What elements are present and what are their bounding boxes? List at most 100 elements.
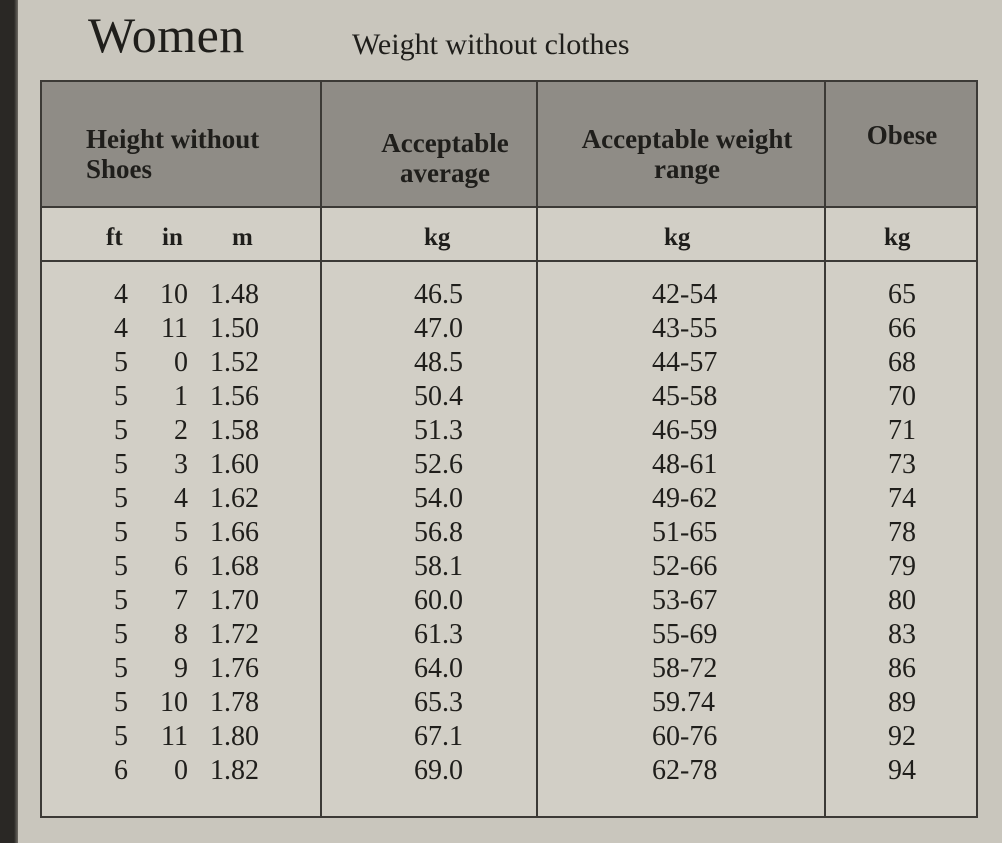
height-in-cell: 8 — [174, 619, 188, 650]
table-row: 5 3 1.60 52.6 48-61 73 — [42, 448, 976, 482]
height-m-cell: 1.50 — [210, 313, 259, 344]
acceptable-average-cell: 65.3 — [414, 687, 463, 718]
height-m-cell: 1.62 — [210, 483, 259, 514]
table-row: 4 11 1.50 47.0 43-55 66 — [42, 312, 976, 346]
unit-m: m — [232, 224, 253, 251]
height-ft-cell: 5 — [114, 517, 128, 548]
height-ft-cell: 4 — [114, 313, 128, 344]
height-m-cell: 1.70 — [210, 585, 259, 616]
height-in-cell: 6 — [174, 551, 188, 582]
unit-band — [42, 208, 976, 262]
acceptable-average-cell: 50.4 — [414, 381, 463, 412]
acceptable-average-cell: 56.8 — [414, 517, 463, 548]
table-row: 5 0 1.52 48.5 44-57 68 — [42, 346, 976, 380]
acceptable-range-cell: 48-61 — [652, 449, 718, 480]
obese-cell: 83 — [888, 619, 916, 650]
height-ft-cell: 4 — [114, 279, 128, 310]
acceptable-range-cell: 45-58 — [652, 381, 718, 412]
table-row: 5 2 1.58 51.3 46-59 71 — [42, 414, 976, 448]
height-m-cell: 1.78 — [210, 687, 259, 718]
height-in-cell: 3 — [174, 449, 188, 480]
page-title: Women — [88, 7, 245, 63]
height-in-cell: 4 — [174, 483, 188, 514]
acceptable-range-cell: 58-72 — [652, 653, 718, 684]
height-in-cell: 2 — [174, 415, 188, 446]
obese-cell: 66 — [888, 313, 916, 344]
height-m-cell: 1.52 — [210, 347, 259, 378]
acceptable-average-cell: 47.0 — [414, 313, 463, 344]
height-m-cell: 1.76 — [210, 653, 259, 684]
acceptable-average-cell: 61.3 — [414, 619, 463, 650]
height-in-cell: 10 — [160, 279, 188, 310]
acceptable-average-cell: 64.0 — [414, 653, 463, 684]
acceptable-range-cell: 53-67 — [652, 585, 718, 616]
acceptable-range-cell: 49-62 — [652, 483, 718, 514]
height-ft-cell: 5 — [114, 381, 128, 412]
acceptable-range-cell: 51-65 — [652, 517, 718, 548]
unit-obese-kg: kg — [884, 224, 911, 251]
unit-in: in — [162, 224, 183, 251]
table-row: 6 0 1.82 69.0 62-78 94 — [42, 754, 976, 788]
obese-cell: 71 — [888, 415, 916, 446]
height-ft-cell: 5 — [114, 347, 128, 378]
acceptable-average-cell: 54.0 — [414, 483, 463, 514]
height-ft-cell: 5 — [114, 449, 128, 480]
weight-table: Height without Shoes Acceptable average … — [40, 80, 978, 818]
obese-cell: 80 — [888, 585, 916, 616]
acceptable-range-cell: 46-59 — [652, 415, 718, 446]
height-in-cell: 9 — [174, 653, 188, 684]
column-divider — [320, 82, 322, 816]
height-ft-cell: 5 — [114, 619, 128, 650]
table-row: 5 5 1.66 56.8 51-65 78 — [42, 516, 976, 550]
acceptable-average-cell: 58.1 — [414, 551, 463, 582]
table-row: 5 7 1.70 60.0 53-67 80 — [42, 584, 976, 618]
column-divider — [824, 82, 826, 816]
obese-cell: 94 — [888, 755, 916, 786]
header-band — [42, 82, 976, 208]
height-in-cell: 0 — [174, 755, 188, 786]
height-in-cell: 10 — [160, 687, 188, 718]
height-in-cell: 5 — [174, 517, 188, 548]
obese-cell: 86 — [888, 653, 916, 684]
acceptable-range-cell: 44-57 — [652, 347, 718, 378]
acceptable-average-cell: 60.0 — [414, 585, 463, 616]
height-m-cell: 1.60 — [210, 449, 259, 480]
acceptable-range-cell: 62-78 — [652, 755, 718, 786]
height-in-cell: 1 — [174, 381, 188, 412]
header-height: Height without Shoes — [86, 124, 260, 184]
obese-cell: 73 — [888, 449, 916, 480]
header-acceptable-range: Acceptable weight range — [581, 124, 793, 184]
table-row: 5 8 1.72 61.3 55-69 83 — [42, 618, 976, 652]
acceptable-range-cell: 60-76 — [652, 721, 718, 752]
header-acceptable-average: Acceptable average — [381, 128, 509, 188]
obese-cell: 68 — [888, 347, 916, 378]
height-ft-cell: 5 — [114, 483, 128, 514]
acceptable-average-cell: 52.6 — [414, 449, 463, 480]
obese-cell: 92 — [888, 721, 916, 752]
page-subtitle: Weight without clothes — [352, 28, 630, 61]
height-ft-cell: 5 — [114, 551, 128, 582]
page-edge — [0, 0, 18, 843]
acceptable-average-cell: 51.3 — [414, 415, 463, 446]
height-in-cell: 11 — [161, 721, 188, 752]
acceptable-average-cell: 48.5 — [414, 347, 463, 378]
height-m-cell: 1.80 — [210, 721, 259, 752]
obese-cell: 89 — [888, 687, 916, 718]
height-m-cell: 1.72 — [210, 619, 259, 650]
height-m-cell: 1.68 — [210, 551, 259, 582]
height-m-cell: 1.56 — [210, 381, 259, 412]
acceptable-range-cell: 43-55 — [652, 313, 718, 344]
obese-cell: 70 — [888, 381, 916, 412]
table-row: 5 1 1.56 50.4 45-58 70 — [42, 380, 976, 414]
table-row: 4 10 1.48 46.5 42-54 65 — [42, 278, 976, 312]
acceptable-average-cell: 46.5 — [414, 279, 463, 310]
height-m-cell: 1.58 — [210, 415, 259, 446]
table-row: 5 9 1.76 64.0 58-72 86 — [42, 652, 976, 686]
acceptable-range-cell: 55-69 — [652, 619, 718, 650]
height-in-cell: 7 — [174, 585, 188, 616]
obese-cell: 78 — [888, 517, 916, 548]
unit-ft: ft — [106, 224, 123, 251]
obese-cell: 65 — [888, 279, 916, 310]
obese-cell: 79 — [888, 551, 916, 582]
acceptable-average-cell: 69.0 — [414, 755, 463, 786]
